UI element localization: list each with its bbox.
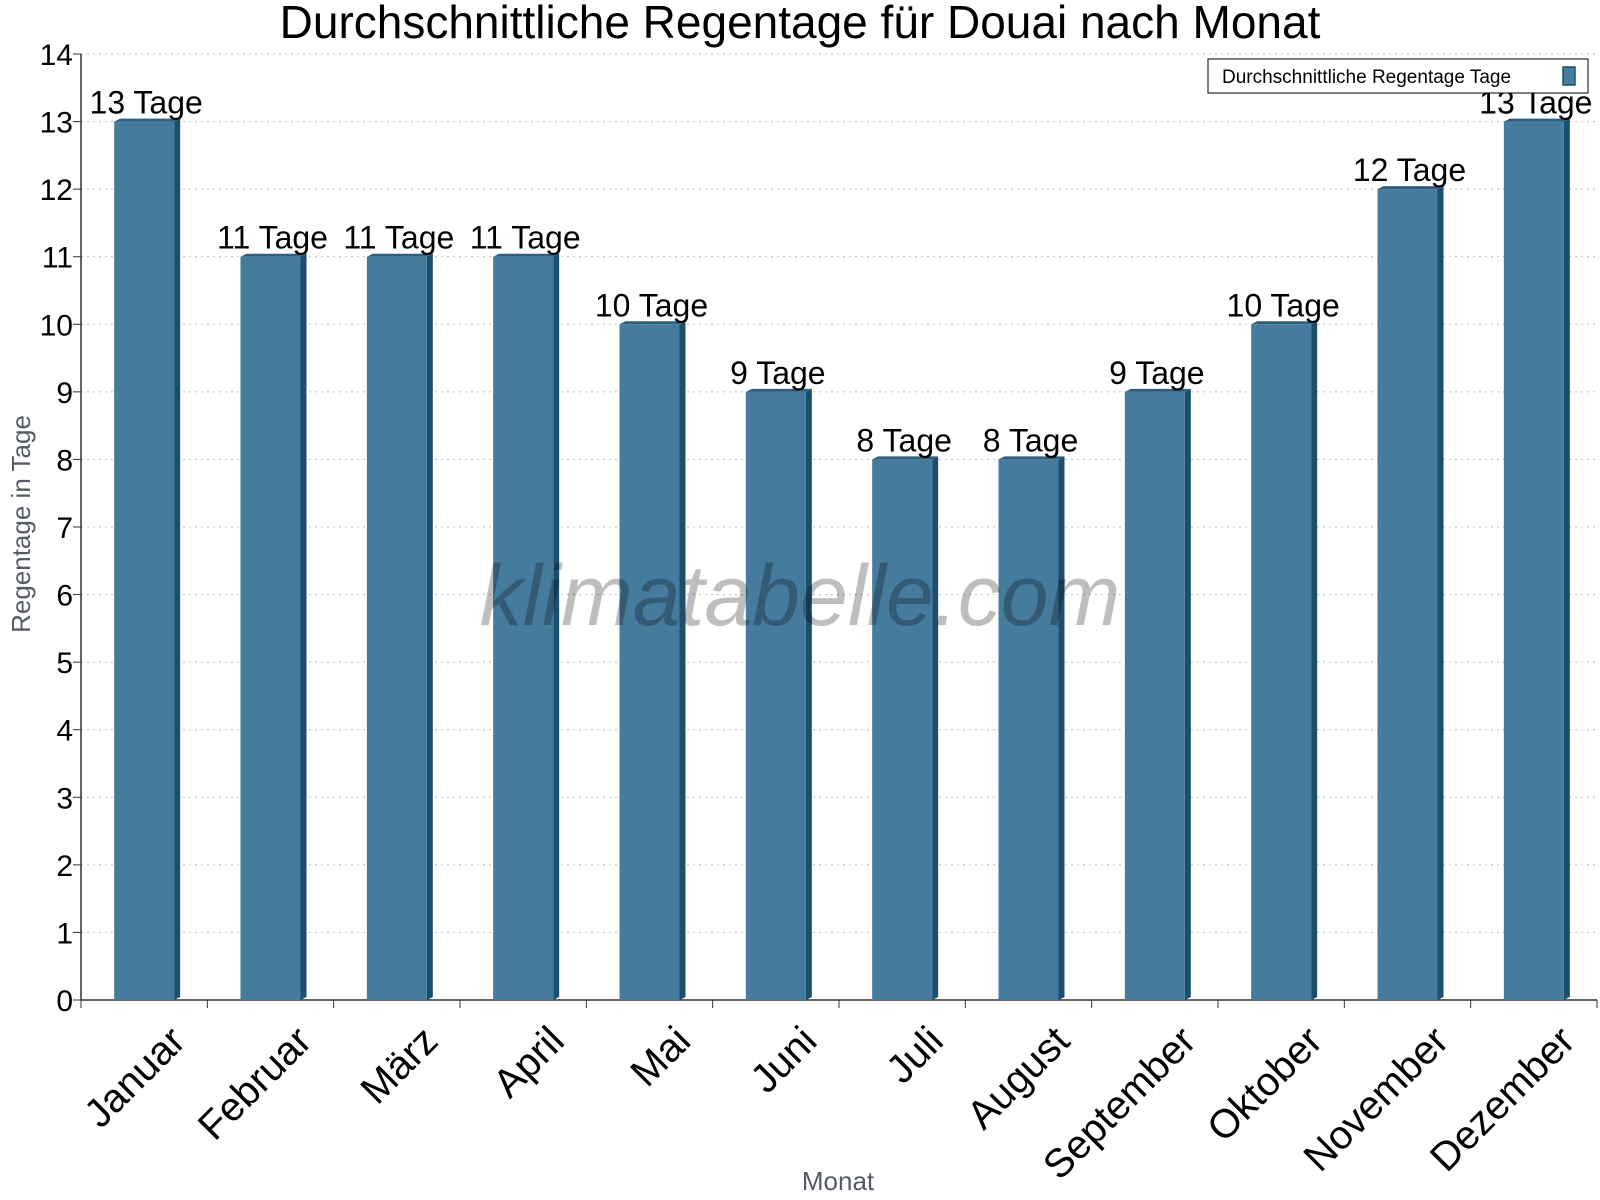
legend-label: Durchschnittliche Regentage Tage — [1222, 67, 1511, 88]
watermark-text: klimatabelle.com — [480, 548, 1120, 644]
bar-dezember — [1503, 118, 1570, 1001]
bar-november — [1377, 186, 1444, 1001]
y-tick-label: 9 — [56, 377, 73, 410]
bar-side — [174, 118, 181, 1001]
bars — [114, 118, 1570, 1001]
bar-top — [240, 253, 307, 257]
y-tick-label: 7 — [56, 512, 73, 545]
bar-front — [745, 391, 806, 1000]
bar-front — [872, 459, 933, 1000]
bar-side — [1311, 321, 1318, 1000]
data-label: 8 Tage — [983, 422, 1079, 458]
bar-oktober — [1251, 321, 1318, 1000]
bar-top — [745, 388, 812, 392]
bar-juni — [745, 388, 812, 1000]
bar-top — [1124, 388, 1191, 392]
bar-februar — [240, 253, 307, 1000]
data-label: 11 Tage — [217, 220, 328, 256]
bar-front — [1503, 121, 1564, 1001]
bar-front — [619, 324, 680, 1000]
x-tick-label: März — [352, 1018, 446, 1112]
bar-side — [805, 388, 812, 1000]
bar-front — [114, 121, 175, 1001]
bar-top — [114, 118, 181, 122]
bar-side — [679, 321, 686, 1000]
data-label: 11 Tage — [343, 220, 454, 256]
bar-side — [1563, 118, 1570, 1001]
data-label: 13 Tage — [90, 85, 203, 121]
bar-side — [553, 253, 560, 1000]
x-tick-label: Oktober — [1199, 1018, 1331, 1150]
y-tick-label: 3 — [56, 782, 73, 815]
x-tick-label: Februar — [190, 1018, 320, 1148]
bar-januar — [114, 118, 181, 1001]
bar-front — [998, 459, 1059, 1000]
chart-title: Durchschnittliche Regentage für Douai na… — [280, 0, 1321, 48]
bar-side — [1184, 388, 1191, 1000]
grid-lines — [81, 53, 1597, 933]
data-label: 11 Tage — [470, 220, 581, 256]
bar-side — [426, 253, 433, 1000]
y-tick-label: 10 — [40, 309, 73, 342]
legend-box — [1207, 58, 1589, 94]
x-tick-label: April — [485, 1018, 573, 1106]
bar-side — [932, 456, 939, 1000]
bar-top — [1503, 118, 1570, 122]
bar-mai — [619, 321, 686, 1000]
bar-top — [366, 253, 433, 257]
data-labels: 13 Tage 11 Tage 11 Tage 11 Tage 10 Tage 9 Tag… — [90, 85, 1593, 459]
y-tick-label: 11 — [42, 242, 73, 275]
axes — [73, 53, 1598, 1008]
bar-märz — [366, 253, 433, 1000]
bar-top — [1377, 186, 1444, 190]
bar-september — [1124, 388, 1191, 1000]
y-tick-label: 5 — [56, 647, 73, 680]
bar-front — [366, 256, 427, 1000]
bar-top — [493, 253, 560, 257]
y-tick-label: 14 — [40, 39, 73, 72]
bar-juli — [872, 456, 939, 1000]
bar-top — [619, 321, 686, 325]
bar-side — [1058, 456, 1065, 1000]
data-label: 8 Tage — [856, 422, 952, 458]
y-tick-label: 1 — [56, 917, 73, 950]
x-tick-label: Januar — [76, 1018, 194, 1136]
y-tick-label: 6 — [56, 580, 73, 613]
bar-side — [300, 253, 307, 1000]
bar-front — [1124, 391, 1185, 1000]
x-tick-label: Mai — [622, 1018, 699, 1095]
legend-swatch — [1562, 66, 1576, 86]
bar-top — [872, 456, 939, 460]
x-tick-label: Juli — [878, 1018, 952, 1092]
x-tick-label: Juni — [742, 1018, 825, 1101]
data-label: 9 Tage — [1109, 355, 1205, 391]
bar-top — [998, 456, 1065, 460]
legend: Durchschnittliche Regentage Tage — [1207, 58, 1589, 94]
y-tick-label: 8 — [56, 444, 73, 477]
y-tick-label: 2 — [56, 850, 73, 883]
bar-front — [240, 256, 301, 1000]
bar-front — [1377, 189, 1438, 1001]
x-tick-label: August — [959, 1018, 1078, 1137]
y-tick-label: 13 — [40, 107, 73, 140]
bar-april — [493, 253, 560, 1000]
bar-side — [1437, 186, 1444, 1001]
y-axis-title: Regentage in Tage — [6, 415, 36, 633]
y-tick-label: 0 — [56, 985, 73, 1018]
x-axis-title: Monat — [802, 1166, 875, 1196]
data-label: 9 Tage — [730, 355, 826, 391]
data-label: 12 Tage — [1353, 152, 1466, 188]
y-tick-label: 12 — [40, 174, 73, 207]
bar-august — [998, 456, 1065, 1000]
bar-front — [493, 256, 554, 1000]
bar-front — [1251, 324, 1312, 1000]
bar-top — [1251, 321, 1318, 325]
data-label: 10 Tage — [595, 287, 708, 323]
y-tick-label: 4 — [56, 715, 73, 748]
data-label: 10 Tage — [1227, 287, 1340, 323]
